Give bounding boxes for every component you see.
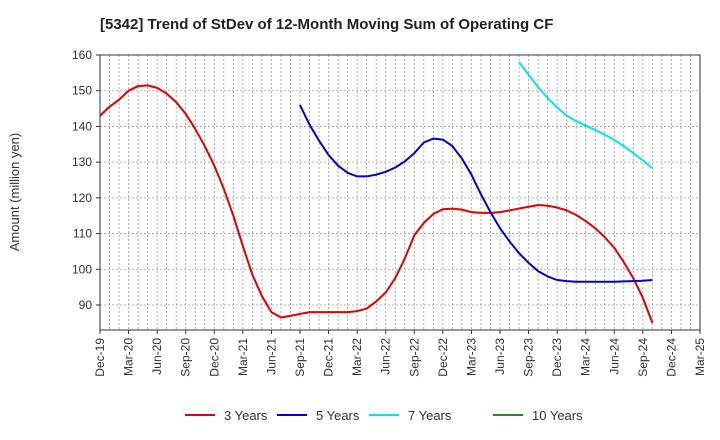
x-tick-label: Mar-21 (236, 338, 250, 376)
legend-label: 7 Years (408, 408, 452, 423)
series-line-3-years (99, 84, 654, 324)
legend-label: 5 Years (316, 408, 360, 423)
y-tick-label: 110 (73, 227, 92, 241)
x-tick-label: Dec-20 (207, 338, 221, 377)
legend: 3 Years 5 Years 7 Years 10 Years (185, 408, 583, 423)
y-tick-label: 120 (72, 191, 92, 205)
x-tick-label: Dec-19 (93, 338, 107, 377)
y-tick-label: 140 (72, 119, 92, 133)
x-tick-label: Dec-22 (436, 338, 450, 377)
x-tick-label: Mar-25 (693, 338, 707, 376)
y-tick-label: 90 (79, 298, 93, 312)
y-tick-label: 100 (72, 262, 92, 276)
y-axis-label: Amount (million yen) (7, 133, 22, 252)
x-tick-label: Sep-22 (407, 338, 421, 377)
x-tick-label: Mar-24 (579, 338, 593, 376)
x-tick-label: Dec-23 (550, 338, 564, 377)
y-tick-label: 130 (72, 155, 92, 169)
x-tick-label: Sep-20 (179, 338, 193, 377)
gridlines (100, 54, 700, 330)
x-tick-label: Sep-21 (293, 338, 307, 377)
x-tick-label: Sep-23 (522, 338, 536, 377)
x-tick-label: Sep-24 (636, 338, 650, 377)
x-tick-label: Jun-24 (607, 338, 621, 375)
y-axis-ticks: 90 100 110 120 130 140 150 160 (72, 48, 100, 312)
x-tick-label: Dec-21 (322, 338, 336, 377)
series-lines (99, 61, 654, 324)
x-tick-label: Jun-22 (379, 338, 393, 375)
series-line-7-years (518, 61, 654, 169)
y-tick-label: 150 (72, 84, 92, 98)
x-tick-label: Mar-22 (350, 338, 364, 376)
chart-title: [5342] Trend of StDev of 12-Month Moving… (100, 16, 553, 33)
x-tick-label: Dec-24 (664, 338, 678, 377)
x-tick-label: Jun-21 (264, 338, 278, 375)
series-line-5-years (299, 104, 653, 283)
x-tick-label: Mar-23 (464, 338, 478, 376)
x-tick-label: Mar-20 (122, 338, 136, 376)
y-tick-label: 160 (72, 48, 92, 62)
plot-area-border (99, 54, 701, 331)
x-tick-label: Jun-20 (150, 338, 164, 375)
legend-label: 10 Years (532, 408, 583, 423)
x-tick-label: Jun-23 (493, 338, 507, 375)
x-axis-ticks: Dec-19 Mar-20 Jun-20 Sep-20 Dec-20 Mar-21 Jun-… (93, 330, 707, 377)
legend-label: 3 Years (224, 408, 268, 423)
